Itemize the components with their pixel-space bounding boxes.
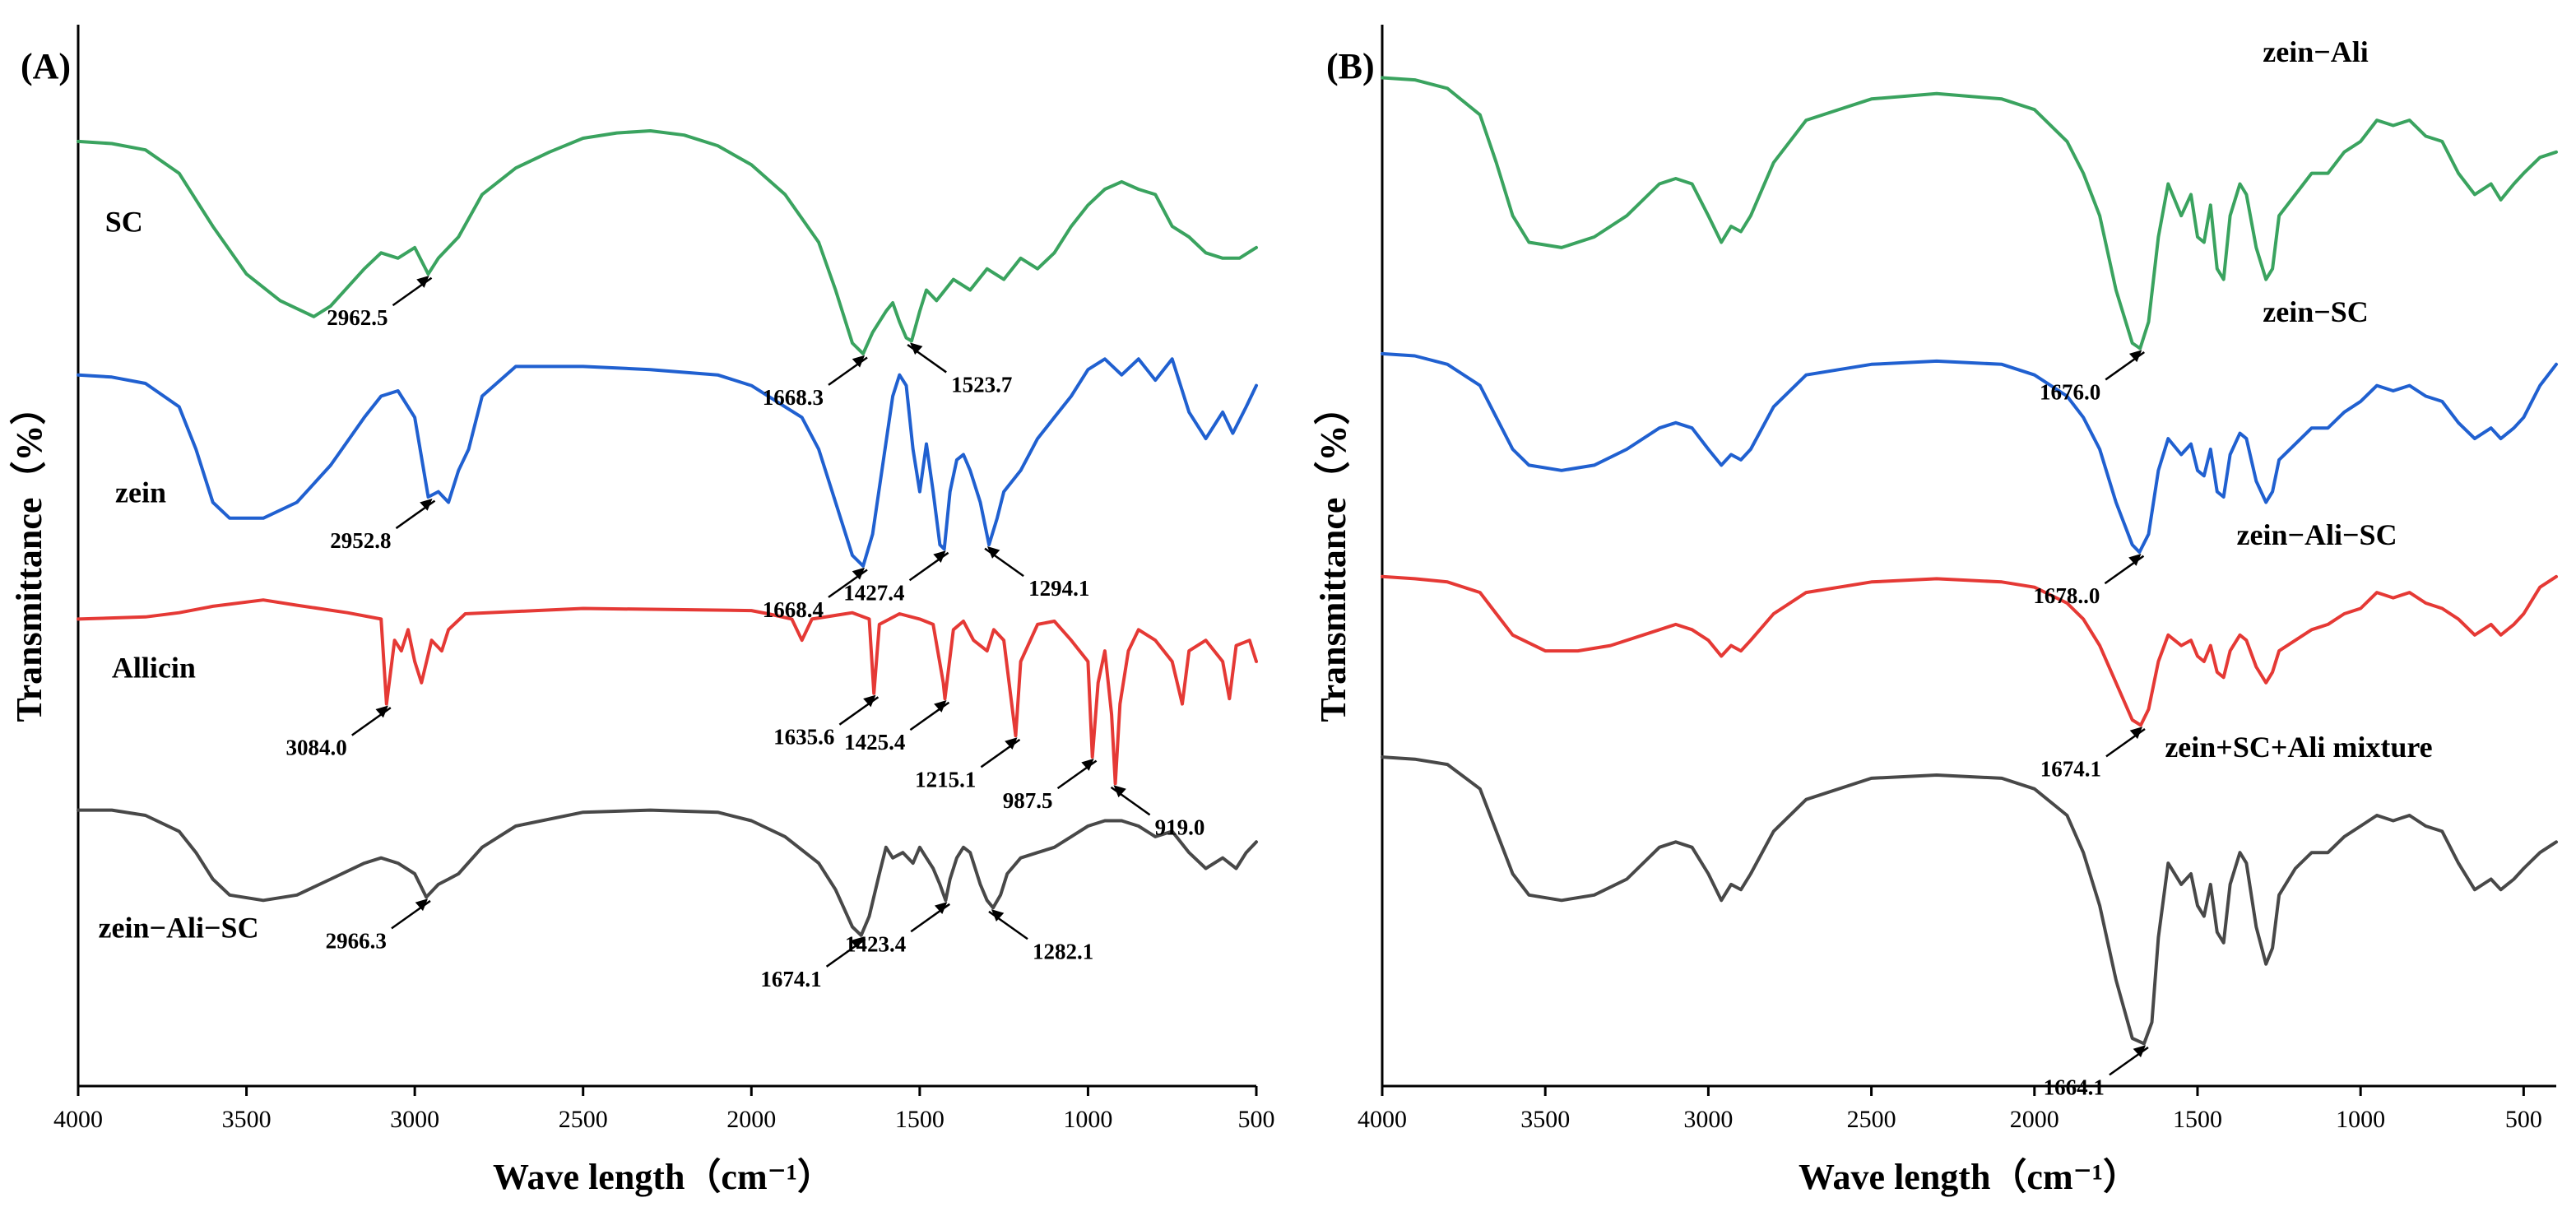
panel-a-peak-1282-1-16-arrowhead: [991, 909, 1005, 922]
panel-a-series-zein: [77, 357, 1258, 568]
panel-a-peak-1427-4-5-arrowhead: [933, 550, 946, 563]
panel-a-peak-1423-4-15-label: 1423.4: [845, 931, 906, 956]
panel-a-peak-1427-4-5-label: 1427.4: [843, 580, 904, 605]
panel-a-peak-3084-0-7-label: 3084.0: [286, 736, 347, 760]
panel-b-series-zein-sc: [1381, 351, 2558, 555]
panel-a-peak-3084-0-7-arrowhead: [375, 705, 388, 718]
panel-a-peak-1668-3-1-arrowhead: [852, 355, 866, 368]
panel-a-peak-1294-1-6-arrowhead: [986, 546, 1000, 559]
panel-a-x-tick-label-3500: 3500: [222, 1106, 272, 1133]
panel-a-x-tick-label-2500: 2500: [559, 1106, 608, 1133]
panel-b-peak-1664-1-3-arrowhead: [2133, 1045, 2147, 1058]
panel-b-series-zein-sc-ali-mixture: [1381, 755, 2558, 1046]
panel-a-peak-1423-4-15-arrowhead: [934, 902, 948, 914]
panel-b-x-tick-label-1500: 1500: [2173, 1106, 2222, 1133]
panel-a-peak-2962-5-0-label: 2962.5: [327, 305, 388, 330]
panel-a-peak-2952-8-3-label: 2952.8: [330, 528, 391, 553]
panel-a-peak-1668-3-1-label: 1668.3: [763, 385, 824, 410]
panel-b-series-zein-ali-sc: [1381, 574, 2558, 727]
panel-b-label-zein-sc: zein−SC: [2263, 295, 2369, 328]
panel-b-letter: (B): [1326, 46, 1375, 86]
panel-a-x-tick-label-1000: 1000: [1063, 1106, 1112, 1133]
panel-b-x-tick-label-1000: 1000: [2336, 1106, 2385, 1133]
panel-a-series-sc: [77, 129, 1258, 355]
panel-a-peak-1425-4-9-arrowhead: [934, 700, 947, 713]
panel-a-peak-1635-6-8-arrowhead: [863, 694, 876, 708]
panel-a-label-sc: SC: [105, 206, 143, 239]
panel-a: (A) 4000 3500 3000 2500 2000 1500 1000 500 Wave l…: [9, 25, 1275, 1197]
panel-a-label-zein: zein: [115, 476, 166, 509]
panel-a-x-tick-label-500: 500: [1238, 1106, 1275, 1133]
panel-a-letter: (A): [21, 46, 71, 86]
panel-a-peak-987-5-11-label: 987.5: [1003, 788, 1053, 813]
panel-b-x-axis-title: Wave length（cm⁻¹）: [1799, 1157, 2139, 1197]
panel-a-x-tick-label-4000: 4000: [53, 1106, 103, 1133]
panel-a-peak-987-5-11-arrowhead: [1081, 759, 1094, 771]
panel-a-x-tick-label-1500: 1500: [895, 1106, 945, 1133]
panel-b-peak-1676-0-0-label: 1676.0: [2040, 379, 2100, 404]
panel-a-peak-1635-6-8-label: 1635.6: [773, 725, 834, 750]
panel-a-x-axis-title: Wave length（cm⁻¹）: [493, 1157, 833, 1197]
panel-a-peak-1215-1-10-label: 1215.1: [915, 767, 976, 792]
panel-b-x-tick-label-3000: 3000: [1683, 1106, 1733, 1133]
panel-a-label-zein-ali-sc: zein−Ali−SC: [99, 911, 259, 944]
panel-a-peak-2966-3-13-label: 2966.3: [326, 928, 387, 953]
panel-b-peak-1678-0-1-arrowhead: [2128, 554, 2142, 566]
panel-b-peak-1674-1-2-arrowhead: [2129, 727, 2143, 740]
panel-a-peak-1523-7-2-arrowhead: [910, 342, 923, 355]
panel-a-x-tick-label-2000: 2000: [726, 1106, 776, 1133]
panel-a-label-allicin: Allicin: [112, 651, 196, 684]
panel-a-peak-1668-4-4-label: 1668.4: [763, 597, 824, 622]
panel-b-x-tick-label-3500: 3500: [1520, 1106, 1570, 1133]
panel-a-peak-2952-8-3-arrowhead: [420, 498, 433, 511]
panel-b-peak-1676-0-0-arrowhead: [2128, 350, 2142, 363]
panel-a-peak-2966-3-13-arrowhead: [415, 898, 429, 912]
panel-a-peak-1294-1-6-label: 1294.1: [1028, 576, 1089, 601]
panel-a-peak-1425-4-9-label: 1425.4: [844, 730, 905, 754]
panel-a-peak-1282-1-16-label: 1282.1: [1033, 939, 1093, 963]
panel-b: (B) 4000 3500 3000 2500 2000 1500 1000 500 Wave l…: [1313, 25, 2558, 1197]
panel-a-peak-1215-1-10-arrowhead: [1005, 737, 1018, 750]
panel-b-y-axis-title: Transmittance（%）: [1313, 389, 1353, 722]
panel-a-series-zein-ali-sc: [77, 808, 1258, 937]
panel-b-label-zein-ali: zein−Ali: [2263, 35, 2369, 68]
panel-b-label-zein-ali-sc: zein−Ali−SC: [2237, 518, 2397, 551]
panel-b-x-tick-label-500: 500: [2505, 1106, 2542, 1133]
panel-a-peak-1668-4-4-arrowhead: [852, 567, 866, 580]
panel-a-peak-1674-1-14-label: 1674.1: [760, 967, 821, 991]
panel-a-peak-1674-1-14-arrowhead: [850, 936, 863, 949]
panel-a-series-allicin: [77, 598, 1258, 786]
panel-b-peak-1678-0-1-label: 1678..0: [2033, 583, 2100, 608]
panel-a-peak-919-0-12-arrowhead: [1113, 785, 1126, 798]
panel-b-label-zein-sc-ali-mixture: zein+SC+Ali mixture: [2165, 731, 2432, 764]
panel-b-x-tick-label-2000: 2000: [2010, 1106, 2059, 1133]
panel-a-peak-1523-7-2-label: 1523.7: [951, 372, 1012, 397]
panel-a-x-tick-label-3000: 3000: [390, 1106, 439, 1133]
panel-b-series-zein-ali: [1381, 76, 2558, 351]
panel-a-y-axis-title: Transmittance（%）: [9, 389, 49, 722]
panel-b-x-tick-label-4000: 4000: [1358, 1106, 1407, 1133]
panel-a-peak-919-0-12-label: 919.0: [1155, 815, 1205, 839]
panel-b-peak-1664-1-3-label: 1664.1: [2044, 1075, 2105, 1099]
panel-a-peak-2962-5-0-arrowhead: [416, 276, 429, 288]
panel-b-peak-1674-1-2-label: 1674.1: [2040, 756, 2101, 781]
panel-b-x-tick-label-2500: 2500: [1847, 1106, 1896, 1133]
